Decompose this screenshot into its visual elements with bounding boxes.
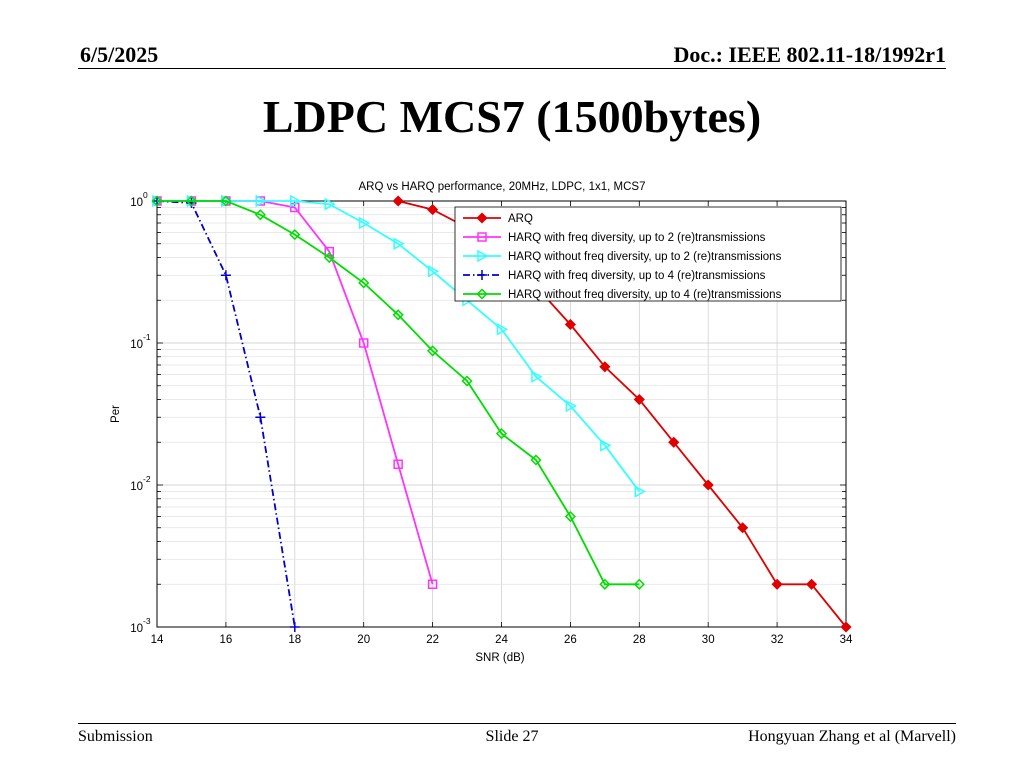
x-tick-label: 26 <box>564 634 577 646</box>
legend-entry: ARQ <box>463 212 533 225</box>
legend-entry: HARQ with freq diversity, up to 4 (re)tr… <box>463 270 766 282</box>
data-point <box>358 277 370 289</box>
data-point <box>289 229 301 241</box>
data-point <box>668 436 680 448</box>
data-point <box>289 622 300 632</box>
legend-label: HARQ with freq diversity, up to 2 (re)tr… <box>508 232 766 244</box>
data-point <box>565 399 577 413</box>
data-point <box>564 510 576 523</box>
y-tick-label: 10 <box>130 339 143 351</box>
data-point <box>840 621 852 633</box>
data-point <box>633 393 645 406</box>
series-3 <box>152 194 646 498</box>
data-point <box>324 246 334 257</box>
data-point <box>427 345 439 357</box>
footer-slide-number: Slide 27 <box>485 728 539 745</box>
data-point <box>805 578 818 590</box>
header-document-id: Doc.: IEEE 802.11-18/1992r1 <box>673 42 946 67</box>
header-divider <box>78 68 946 69</box>
x-tick-label: 16 <box>220 634 233 646</box>
y-tick-label: 10 <box>130 623 143 635</box>
data-point <box>427 264 440 278</box>
data-point <box>477 249 489 263</box>
data-point <box>477 232 487 242</box>
data-point <box>290 194 302 208</box>
y-axis-label: Per <box>110 405 122 423</box>
slide-title: LDPC MCS7 (1500bytes) <box>262 91 762 142</box>
data-point <box>599 361 611 373</box>
x-axis-label: SNR (dB) <box>475 652 524 664</box>
data-point <box>393 459 403 469</box>
data-point <box>151 195 163 207</box>
data-point <box>220 270 231 281</box>
data-point <box>633 578 645 590</box>
footer-submission: Submission <box>78 728 153 745</box>
y-tick-label: 10 <box>130 197 143 209</box>
footer-authors: Hongyuan Zhang et al (Marvell) <box>748 728 956 745</box>
data-point <box>531 370 543 383</box>
data-point <box>427 579 438 590</box>
data-point <box>495 428 508 440</box>
data-point <box>530 454 542 466</box>
data-point <box>600 439 612 452</box>
data-point <box>392 195 404 207</box>
legend-label: HARQ with freq diversity, up to 4 (re)tr… <box>508 270 766 282</box>
legend-label: HARQ without freq diversity, up to 2 (re… <box>508 251 782 263</box>
y-tick-exponent: -1 <box>143 332 151 342</box>
data-point <box>255 412 266 423</box>
y-tick-exponent: -3 <box>143 616 151 626</box>
x-tick-label: 18 <box>288 634 301 646</box>
data-point <box>323 251 335 264</box>
data-point <box>254 209 266 221</box>
data-point <box>702 479 714 491</box>
legend-entry: HARQ without freq diversity, up to 4 (re… <box>463 288 782 301</box>
series-line <box>157 200 641 493</box>
data-point <box>564 318 576 331</box>
data-point <box>737 522 749 534</box>
data-point <box>324 197 336 211</box>
data-point <box>634 485 646 498</box>
x-tick-label: 20 <box>357 634 370 646</box>
data-point <box>496 322 509 336</box>
data-point <box>358 338 369 348</box>
legend-label: HARQ without freq diversity, up to 4 (re… <box>508 289 782 301</box>
legend-label: ARQ <box>508 213 533 225</box>
header-date: 6/5/2025 <box>80 42 159 67</box>
data-point <box>220 195 232 207</box>
footer-divider <box>78 723 956 724</box>
legend-box <box>454 206 842 302</box>
x-tick-label: 14 <box>151 634 164 646</box>
data-point <box>477 270 487 280</box>
y-tick-label: 10 <box>130 481 143 493</box>
x-tick-label: 22 <box>426 634 439 646</box>
data-point <box>393 237 405 251</box>
data-point <box>185 195 198 207</box>
series-5 <box>151 195 645 590</box>
y-tick-exponent: 0 <box>143 190 148 200</box>
x-tick-label: 24 <box>495 634 508 646</box>
data-point <box>599 578 611 590</box>
series-line <box>157 200 640 586</box>
x-tick-label: 30 <box>702 634 715 646</box>
legend-entry: HARQ without freq diversity, up to 2 (re… <box>463 249 782 263</box>
x-tick-label: 28 <box>633 634 646 646</box>
data-point <box>358 216 371 230</box>
legend: ARQ HARQ with freq diversity, up to 2 (re… <box>454 206 842 302</box>
legend-entry: HARQ with freq diversity, up to 2 (re)tr… <box>463 232 766 244</box>
chart-title: ARQ vs HARQ performance, 20MHz, LDPC, 1x… <box>359 181 646 193</box>
x-tick-label: 32 <box>771 634 784 646</box>
y-tick-exponent: -2 <box>143 474 151 484</box>
x-tick-label: 34 <box>840 634 853 646</box>
data-point <box>427 204 439 216</box>
data-point <box>476 212 488 224</box>
data-point <box>255 194 267 208</box>
data-point <box>476 288 488 300</box>
data-point <box>461 375 473 387</box>
data-series <box>151 194 852 633</box>
data-point <box>392 309 404 321</box>
data-point <box>771 578 783 590</box>
